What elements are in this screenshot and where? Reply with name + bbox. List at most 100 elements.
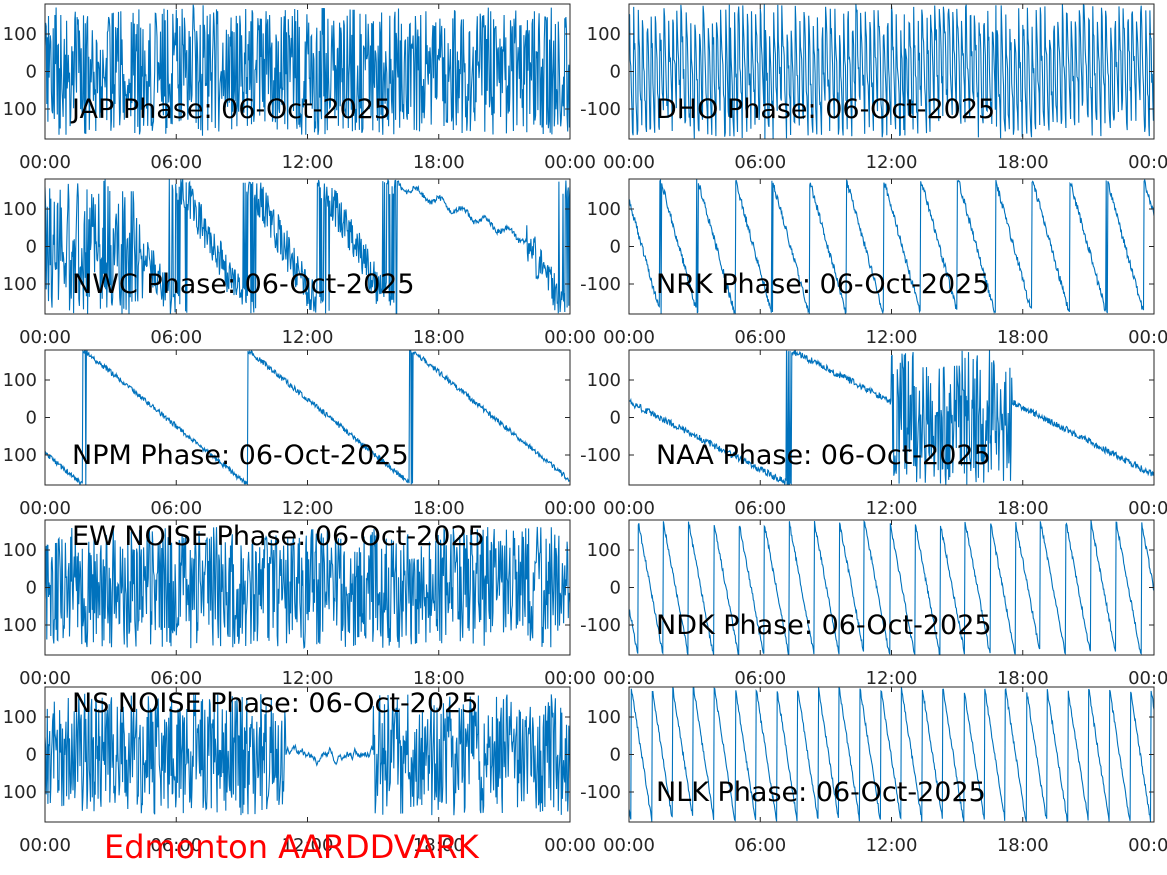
xtick-label: 00:00 <box>19 327 71 348</box>
ytick-label: 100 <box>587 199 621 220</box>
footer-label: Edmonton AARDDVARK <box>104 828 479 866</box>
subplot-2: 100 0 -100 00:00 06:00 12:00 18:00 00:00 DHO Pha… <box>580 3 1167 173</box>
xtick-label: 18:00 <box>413 498 465 519</box>
xtick-label: 06:00 <box>150 152 202 173</box>
xtick-label: 12:00 <box>282 152 334 173</box>
xtick-label: 00:00 <box>544 327 596 348</box>
xtick-label: 18:00 <box>413 152 465 173</box>
ytick-label: 100 <box>3 274 37 295</box>
subplot-title: NS NOISE Phase: 06-Oct-2025 <box>72 688 478 719</box>
xtick-label: 00:00 <box>19 152 71 173</box>
xtick-label: 00:00 <box>19 498 71 519</box>
subplot-7: 100 0 100 00:00 06:00 12:00 18:00 00:00 EW NOISE… <box>3 519 596 689</box>
xtick-label: 00:00 <box>544 498 596 519</box>
xtick-label: 18:00 <box>413 327 465 348</box>
phase-trace <box>45 526 570 650</box>
subplot-4: 100 0 -100 00:00 06:00 12:00 18:00 00:00 NRK Pha… <box>580 178 1167 348</box>
ytick-label: 0 <box>610 578 621 599</box>
xtick-label: 00:00 <box>603 327 655 348</box>
subplot-title: NWC Phase: 06-Oct-2025 <box>72 269 415 300</box>
ytick-label: -100 <box>580 99 621 120</box>
xtick-label: 18:00 <box>997 498 1049 519</box>
phase-trace <box>45 179 570 314</box>
xtick-label: 00:00 <box>603 152 655 173</box>
ytick-label: -100 <box>580 445 621 466</box>
ytick-label: 0 <box>26 62 37 83</box>
phase-trace <box>45 350 570 485</box>
phase-trace <box>629 179 1154 314</box>
xtick-label: 18:00 <box>413 668 465 689</box>
ytick-label: 100 <box>3 707 37 728</box>
xtick-label: 12:00 <box>282 498 334 519</box>
xtick-label: 18:00 <box>413 835 465 856</box>
xtick-label: 12:00 <box>866 668 918 689</box>
subplot-9: 100 0 100 00:00 06:00 12:00 18:00 00:00 NS NOISE… <box>3 686 596 856</box>
ytick-label: 0 <box>610 745 621 766</box>
subplot-title: NPM Phase: 06-Oct-2025 <box>72 440 409 471</box>
phase-trace <box>629 520 1154 655</box>
ytick-label: 0 <box>610 237 621 258</box>
ytick-label: 100 <box>3 99 37 120</box>
ytick-label: 0 <box>610 62 621 83</box>
ytick-label: 0 <box>26 237 37 258</box>
xtick-label: 00:00 <box>603 668 655 689</box>
xtick-label: 06:00 <box>150 498 202 519</box>
subplot-6: 100 0 -100 00:00 06:00 12:00 18:00 00:00 NAA Pha… <box>580 349 1167 519</box>
phase-trace <box>45 693 570 816</box>
xtick-label: 06:00 <box>150 327 202 348</box>
xtick-label: 06:00 <box>150 835 202 856</box>
subplot-title: EW NOISE Phase: 06-Oct-2025 <box>72 521 485 552</box>
xtick-label: 18:00 <box>997 327 1049 348</box>
ytick-label: 100 <box>3 24 37 45</box>
xtick-label: 00:00 <box>1128 152 1167 173</box>
xtick-label: 12:00 <box>866 498 918 519</box>
xtick-label: 06:00 <box>734 152 786 173</box>
xtick-label: 00:00 <box>603 835 655 856</box>
ytick-label: -100 <box>580 782 621 803</box>
xtick-label: 12:00 <box>866 835 918 856</box>
xtick-label: 00:00 <box>544 835 596 856</box>
ytick-label: 100 <box>587 540 621 561</box>
xtick-label: 06:00 <box>734 835 786 856</box>
ytick-label: 100 <box>587 24 621 45</box>
xtick-label: 12:00 <box>282 668 334 689</box>
xtick-label: 12:00 <box>282 835 334 856</box>
xtick-label: 18:00 <box>997 152 1049 173</box>
xtick-label: 12:00 <box>866 327 918 348</box>
xtick-label: 00:00 <box>544 668 596 689</box>
xtick-label: 06:00 <box>734 668 786 689</box>
subplot-title: DHO Phase: 06-Oct-2025 <box>656 94 995 125</box>
subplot-title: JAP Phase: 06-Oct-2025 <box>70 94 391 125</box>
xtick-label: 06:00 <box>734 498 786 519</box>
ytick-label: -100 <box>580 615 621 636</box>
subplot-10: 100 0 -100 00:00 06:00 12:00 18:00 00:00 NLK Pha… <box>580 686 1167 856</box>
ytick-label: 100 <box>3 615 37 636</box>
xtick-label: 12:00 <box>282 327 334 348</box>
ytick-label: 0 <box>26 408 37 429</box>
subplot-title: NAA Phase: 06-Oct-2025 <box>656 440 991 471</box>
subplot-title: NLK Phase: 06-Oct-2025 <box>656 777 986 808</box>
ytick-label: 100 <box>3 782 37 803</box>
ytick-label: -100 <box>580 274 621 295</box>
xtick-label: 06:00 <box>734 327 786 348</box>
phase-trace <box>45 4 570 136</box>
subplot-title: NRK Phase: 06-Oct-2025 <box>656 269 990 300</box>
xtick-label: 00:00 <box>1128 327 1167 348</box>
xtick-label: 06:00 <box>150 668 202 689</box>
phase-trace <box>629 350 1154 485</box>
xtick-label: 00:00 <box>544 152 596 173</box>
ytick-label: 100 <box>587 707 621 728</box>
ytick-label: 0 <box>610 408 621 429</box>
xtick-label: 00:00 <box>19 668 71 689</box>
subplot-3: 100 0 100 00:00 06:00 12:00 18:00 00:00 NWC Phas… <box>3 178 596 348</box>
subplot-8: 100 0 -100 00:00 06:00 12:00 18:00 00:00 NDK Pha… <box>580 519 1167 689</box>
ytick-label: 100 <box>3 540 37 561</box>
ytick-label: 100 <box>3 199 37 220</box>
subplot-title: NDK Phase: 06-Oct-2025 <box>656 610 992 641</box>
xtick-label: 00:00 <box>603 498 655 519</box>
xtick-label: 00:00 <box>1128 498 1167 519</box>
xtick-label: 12:00 <box>866 152 918 173</box>
ytick-label: 0 <box>26 578 37 599</box>
xtick-label: 18:00 <box>997 668 1049 689</box>
